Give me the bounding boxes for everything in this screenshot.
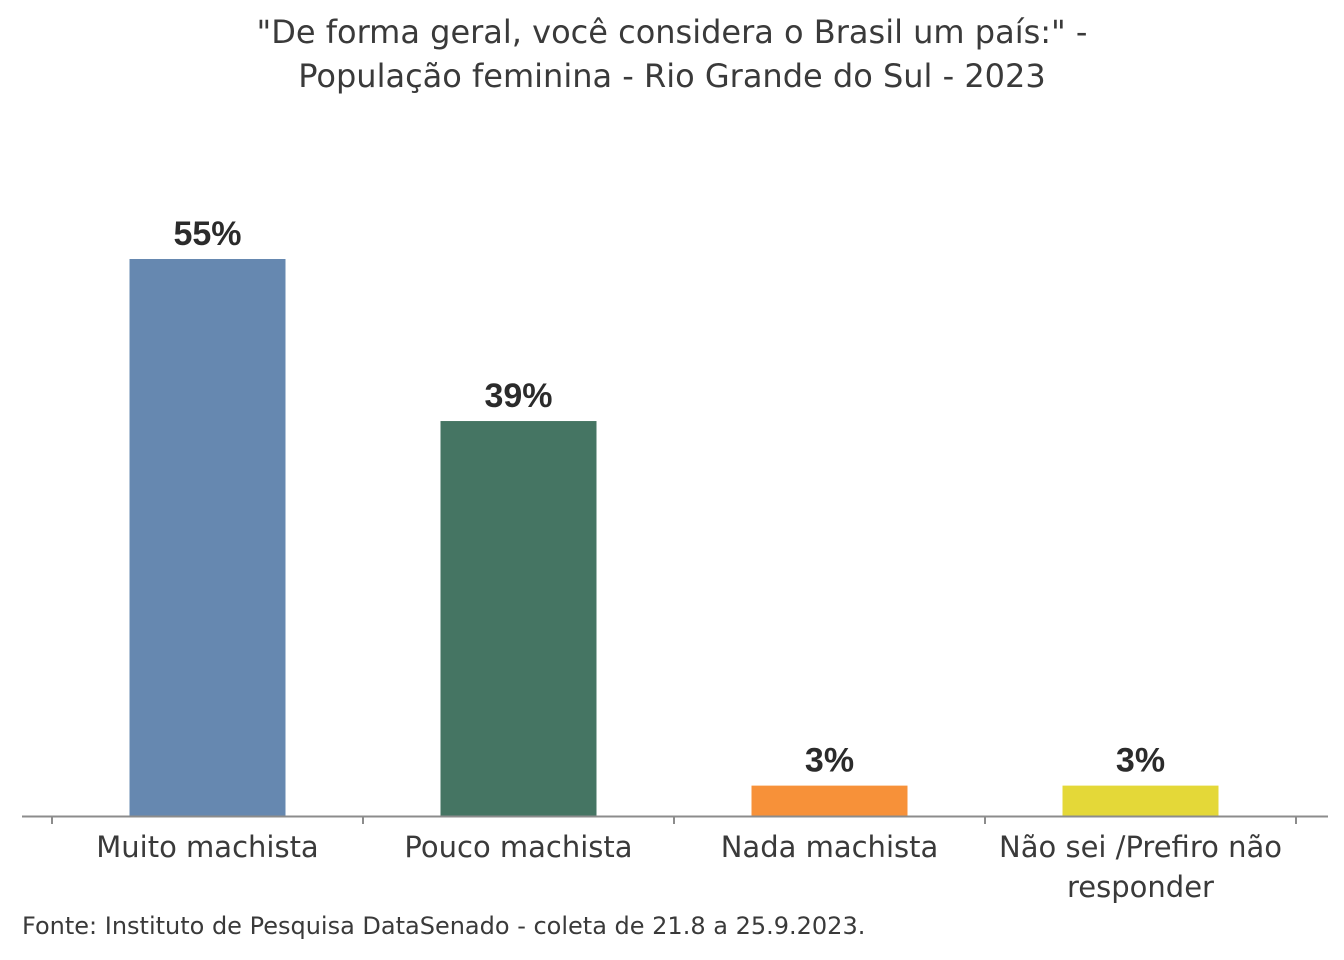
bar-0: [129, 259, 286, 816]
chart-title-line-1: "De forma geral, você considera o Brasil…: [256, 13, 1088, 51]
category-label-0: Muito machista: [96, 830, 318, 864]
category-label-1: Pouco machista: [404, 830, 632, 864]
category-label-0-line-0: Muito machista: [96, 830, 318, 864]
bar-1: [440, 421, 597, 816]
chart-title: "De forma geral, você considera o Brasil…: [0, 10, 1344, 98]
value-label-1: 39%: [484, 377, 552, 415]
category-label-2-line-0: Nada machista: [721, 830, 939, 864]
category-label-3-line-0: Não sei /Prefiro não: [999, 830, 1282, 864]
chart-title-line-2: População feminina - Rio Grande do Sul -…: [298, 57, 1046, 95]
category-label-3-line-1: responder: [1067, 870, 1214, 904]
value-label-2: 3%: [805, 742, 854, 780]
bar-3: [1062, 785, 1219, 816]
category-label-1-line-0: Pouco machista: [404, 830, 632, 864]
value-label-3: 3%: [1116, 742, 1165, 780]
category-label-3: Não sei /Prefiro não responder: [999, 830, 1282, 904]
source-note: Fonte: Instituto de Pesquisa DataSenado …: [22, 912, 866, 940]
category-label-2: Nada machista: [721, 830, 939, 864]
bar-2: [751, 785, 908, 816]
value-label-0: 55%: [173, 215, 241, 253]
